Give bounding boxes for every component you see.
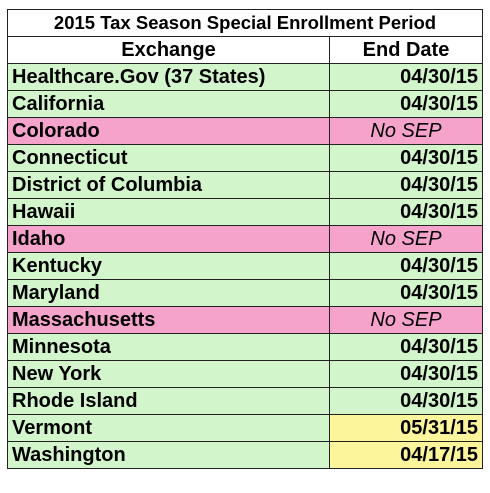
end-date: 04/30/15 — [329, 387, 483, 415]
exchange-name: Massachusetts — [7, 306, 330, 334]
exchange-row: Hawaii 04/30/15 — [7, 198, 483, 226]
enrollment-table: 2015 Tax Season Special Enrollment Perio… — [7, 9, 483, 469]
end-date: 04/30/15 — [329, 333, 483, 361]
table-body: 2015 Tax Season Special Enrollment Perio… — [7, 9, 483, 469]
exchange-name: Kentucky — [7, 252, 330, 280]
column-header: End Date — [329, 36, 483, 64]
exchange-row: Vermont 05/31/15 — [7, 414, 483, 442]
exchange-row: New York 04/30/15 — [7, 360, 483, 388]
exchange-name: Hawaii — [7, 198, 330, 226]
end-date: 04/30/15 — [329, 279, 483, 307]
exchange-row: Minnesota 04/30/15 — [7, 333, 483, 361]
exchange-name: Rhode Island — [7, 387, 330, 415]
end-date: 04/30/15 — [329, 360, 483, 388]
exchange-name: Healthcare.Gov (37 States) — [7, 63, 330, 91]
exchange-name: Minnesota — [7, 333, 330, 361]
end-date: 04/17/15 — [329, 441, 483, 469]
exchange-name: California — [7, 90, 330, 118]
exchange-name: Colorado — [7, 117, 330, 145]
header-row: Exchange End Date — [7, 36, 483, 64]
exchange-name: Maryland — [7, 279, 330, 307]
end-date: 04/30/15 — [329, 144, 483, 172]
exchange-row: Massachusetts No SEP — [7, 306, 483, 334]
title-row: 2015 Tax Season Special Enrollment Perio… — [7, 9, 483, 37]
column-header: Exchange — [7, 36, 330, 64]
end-date: No SEP — [329, 306, 483, 334]
exchange-name: Vermont — [7, 414, 330, 442]
exchange-row: Maryland 04/30/15 — [7, 279, 483, 307]
exchange-row: District of Columbia 04/30/15 — [7, 171, 483, 199]
end-date: 04/30/15 — [329, 171, 483, 199]
exchange-name: New York — [7, 360, 330, 388]
exchange-name: Idaho — [7, 225, 330, 253]
exchange-row: California 04/30/15 — [7, 90, 483, 118]
end-date: 04/30/15 — [329, 90, 483, 118]
exchange-row: Connecticut 04/30/15 — [7, 144, 483, 172]
exchange-row: Kentucky 04/30/15 — [7, 252, 483, 280]
end-date: No SEP — [329, 225, 483, 253]
exchange-name: Washington — [7, 441, 330, 469]
exchange-row: Healthcare.Gov (37 States) 04/30/15 — [7, 63, 483, 91]
exchange-row: Colorado No SEP — [7, 117, 483, 145]
exchange-row: Idaho No SEP — [7, 225, 483, 253]
exchange-row: Rhode Island 04/30/15 — [7, 387, 483, 415]
end-date: 04/30/15 — [329, 63, 483, 91]
end-date: 05/31/15 — [329, 414, 483, 442]
end-date: No SEP — [329, 117, 483, 145]
end-date: 04/30/15 — [329, 252, 483, 280]
exchange-row: Washington 04/17/15 — [7, 441, 483, 469]
exchange-name: District of Columbia — [7, 171, 330, 199]
exchange-name: Connecticut — [7, 144, 330, 172]
table-title: 2015 Tax Season Special Enrollment Perio… — [7, 9, 483, 37]
end-date: 04/30/15 — [329, 198, 483, 226]
